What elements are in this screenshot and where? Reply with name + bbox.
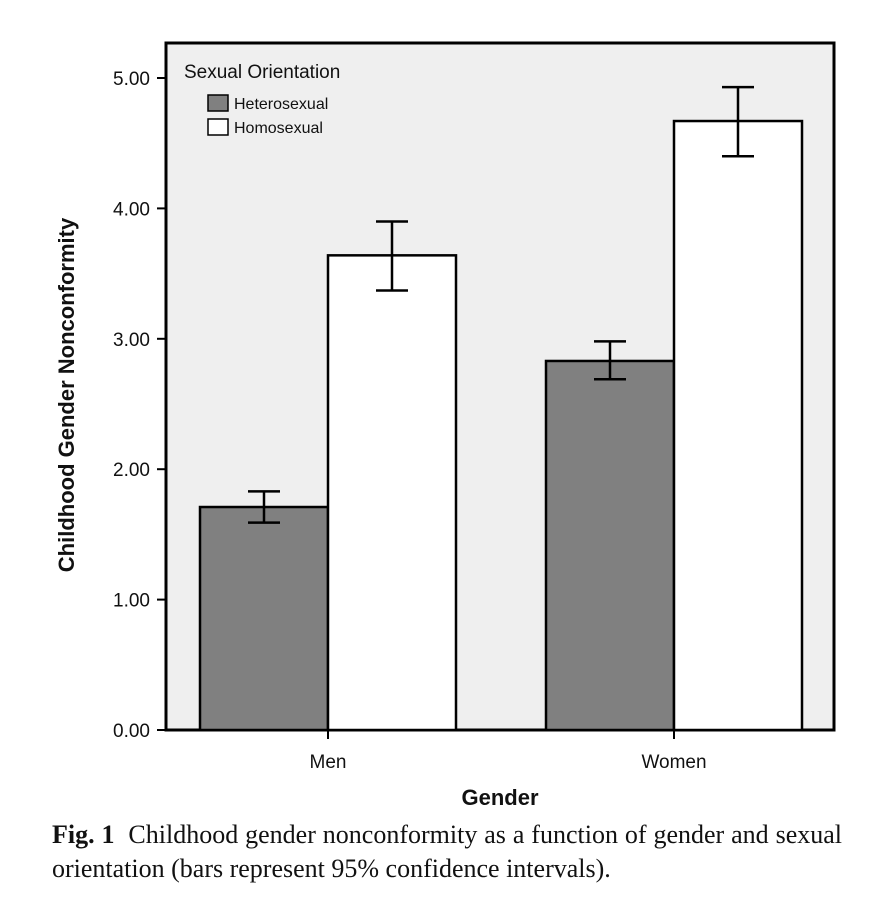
legend-label-homosexual: Homosexual (234, 120, 323, 137)
bar-homosexual-women (672, 119, 804, 732)
x-tick-label-men: Men (310, 752, 347, 773)
bar-heterosexual-women (544, 359, 676, 732)
caption-label: Fig. 1 (52, 820, 115, 849)
y-tick-label: 3.00 (113, 330, 150, 351)
error-bar-heterosexual-women (594, 340, 626, 381)
error-bar-homosexual-women (722, 85, 754, 158)
bar-homosexual-men (326, 254, 458, 732)
legend-label-heterosexual: Heterosexual (234, 96, 328, 113)
y-tick-label: 1.00 (113, 591, 150, 612)
y-axis-ticks: 0.00 1.00 2.00 3.00 4.00 5.00 (113, 69, 166, 742)
error-bar-homosexual-men (376, 220, 408, 292)
figure-caption: Fig. 1 Childhood gender nonconformity as… (52, 818, 842, 886)
chart: 0.00 1.00 2.00 3.00 4.00 5.00 Men Women Gender… (54, 41, 836, 810)
y-tick-label: 4.00 (113, 199, 150, 220)
bar-heterosexual-men (198, 505, 330, 732)
y-tick-label: 5.00 (113, 69, 150, 90)
legend-swatch-homosexual (207, 118, 229, 136)
y-tick-label: 2.00 (113, 460, 150, 481)
error-bars (248, 85, 754, 524)
error-bar-heterosexual-men (248, 490, 280, 524)
y-tick-label: 0.00 (113, 721, 150, 742)
x-axis-title: Gender (461, 785, 538, 810)
legend-swatch-heterosexual (207, 94, 229, 112)
x-axis-ticks: Men Women (310, 730, 707, 773)
caption-text: Childhood gender nonconformity as a func… (52, 820, 843, 883)
y-axis-title: Childhood Gender Nonconformity (54, 217, 79, 572)
legend: Sexual Orientation Heterosexual Homosexu… (184, 62, 340, 137)
x-tick-label-women: Women (641, 752, 706, 773)
legend-title: Sexual Orientation (184, 62, 340, 83)
